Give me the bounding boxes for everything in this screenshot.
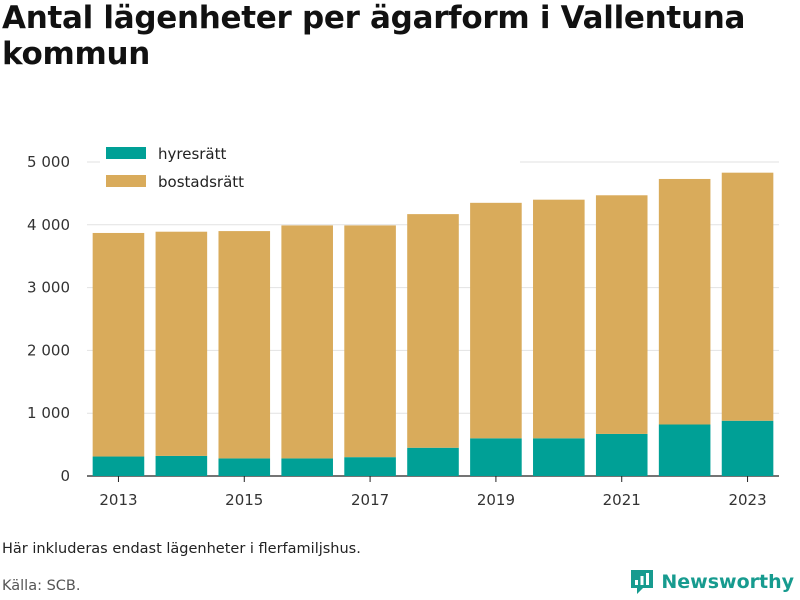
newsworthy-logo-icon [631,570,654,594]
footnote: Här inkluderas endast lägenheter i flerf… [2,541,361,557]
y-axis: 0 1 000 2 000 3 000 4 000 5 000 [27,153,70,485]
bar-hyresratt-2023 [721,420,774,476]
bar-bostadsratt-2022 [658,178,711,425]
bar-hyresratt-2022 [658,424,711,476]
bar-hyresratt-2016 [281,458,333,476]
y-tick-label: 4 000 [27,216,70,234]
y-tick-label: 2 000 [27,341,70,359]
bar-bostadsratt-2013 [92,232,145,457]
legend-label: bostadsrätt [158,173,244,191]
y-tick-label: 1 000 [27,404,70,422]
bar-hyresratt-2020 [533,438,585,476]
legend-label: hyresrätt [158,145,227,163]
bar-bostadsratt-2021 [595,195,648,434]
chart-title: Antal lägenheter per ägarform i Vallentu… [2,0,746,72]
y-tick-label: 0 [60,467,70,485]
bar-bostadsratt-2023 [721,172,774,421]
legend-swatch [106,147,146,159]
x-tick-label: 2021 [603,491,641,509]
source-note: Källa: SCB. [2,578,81,594]
x-axis: 2013 2015 2017 2019 2021 2023 [99,476,767,509]
bar-bostadsratt-2014 [155,231,208,456]
bar-hyresratt-2015 [218,458,271,476]
y-tick-label: 3 000 [27,279,70,297]
bar-bostadsratt-2019 [470,202,522,439]
bar-hyresratt-2013 [92,456,145,476]
x-tick-label: 2017 [351,491,389,509]
x-tick-label: 2019 [477,491,515,509]
y-tick-label: 5 000 [27,153,70,171]
legend-swatch [106,175,146,187]
bar-hyresratt-2014 [155,455,208,476]
legend: hyresrätt bostadsrätt [100,140,520,198]
bar-bostadsratt-2017 [344,225,396,458]
x-tick-label: 2023 [728,491,766,509]
brand-logo: Newsworthy [629,568,794,596]
bar-hyresratt-2019 [470,438,522,476]
legend-background [100,140,520,198]
bar-hyresratt-2017 [344,457,396,476]
x-tick-label: 2013 [99,491,137,509]
bar-bostadsratt-2018 [407,214,459,448]
bars [92,172,774,476]
x-tick-label: 2015 [225,491,263,509]
bar-bostadsratt-2020 [533,199,585,439]
bar-hyresratt-2018 [407,447,459,476]
bar-bostadsratt-2016 [281,225,333,459]
bar-bostadsratt-2015 [218,231,271,459]
bar-hyresratt-2021 [595,433,648,476]
brand-name: Newsworthy [661,571,794,593]
